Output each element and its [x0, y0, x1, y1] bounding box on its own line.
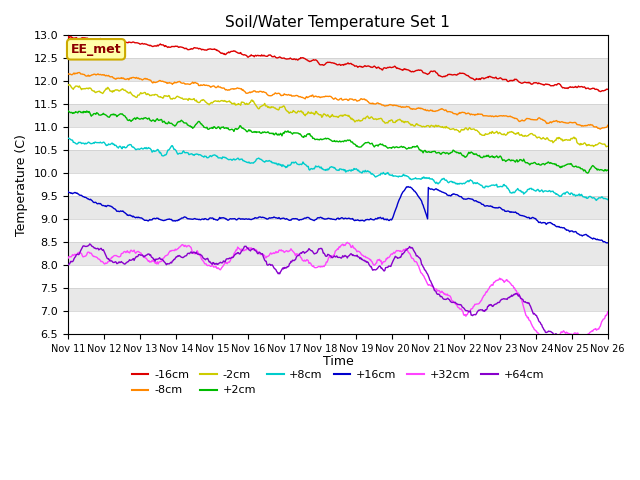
Bar — [68, 104, 608, 127]
Bar — [68, 36, 608, 58]
Y-axis label: Temperature (C): Temperature (C) — [15, 133, 28, 236]
Bar — [68, 150, 608, 173]
Title: Soil/Water Temperature Set 1: Soil/Water Temperature Set 1 — [225, 15, 451, 30]
Text: EE_met: EE_met — [71, 43, 122, 56]
Bar — [68, 196, 608, 219]
Bar — [68, 288, 608, 311]
Bar — [68, 219, 608, 242]
Legend: -16cm, -8cm, -2cm, +2cm, +8cm, +16cm, +32cm, +64cm: -16cm, -8cm, -2cm, +2cm, +8cm, +16cm, +3… — [127, 365, 548, 400]
Bar — [68, 265, 608, 288]
X-axis label: Time: Time — [323, 355, 353, 368]
Bar — [68, 81, 608, 104]
Bar — [68, 242, 608, 265]
Bar — [68, 311, 608, 334]
Bar — [68, 127, 608, 150]
Bar — [68, 173, 608, 196]
Bar — [68, 58, 608, 81]
